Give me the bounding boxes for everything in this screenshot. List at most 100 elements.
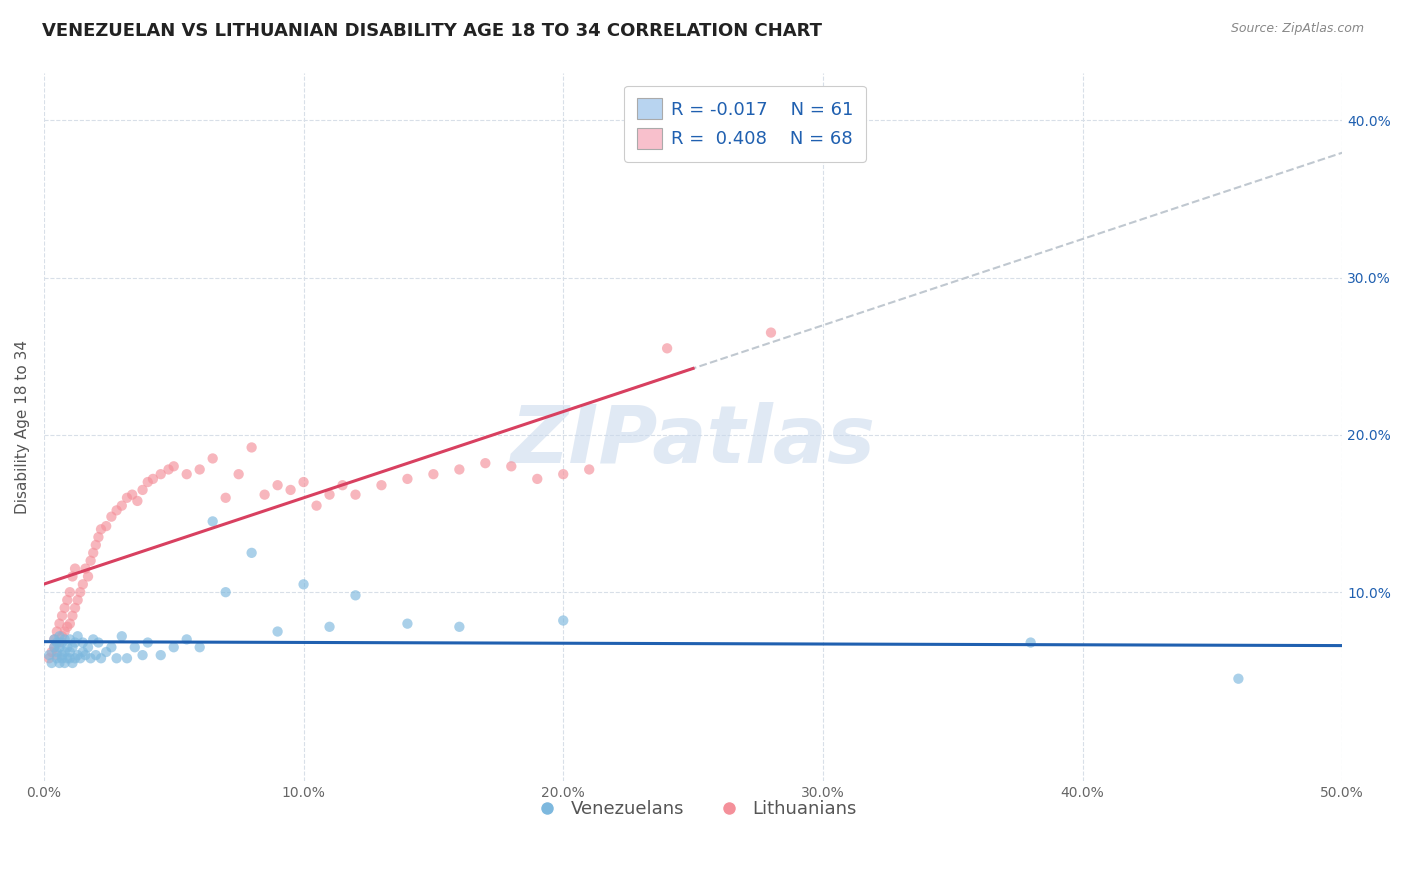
Point — [240, 546, 263, 560]
Point — [63, 561, 86, 575]
Point — [48, 629, 70, 643]
Point — [131, 483, 153, 497]
Point — [41, 645, 63, 659]
Point — [38, 648, 60, 662]
Point — [62, 569, 84, 583]
Point — [136, 635, 159, 649]
Point — [79, 651, 101, 665]
Text: Source: ZipAtlas.com: Source: ZipAtlas.com — [1230, 22, 1364, 36]
Point — [96, 519, 118, 533]
Point — [48, 616, 70, 631]
Point — [292, 475, 315, 489]
Point — [163, 640, 186, 655]
Point — [75, 648, 97, 662]
Point — [292, 577, 315, 591]
Point — [214, 585, 236, 599]
Point — [77, 569, 100, 583]
Point — [45, 648, 67, 662]
Point — [759, 326, 782, 340]
Point — [44, 640, 66, 655]
Point — [84, 648, 107, 662]
Point — [149, 467, 172, 482]
Text: ZIPatlas: ZIPatlas — [510, 402, 876, 480]
Point — [48, 635, 70, 649]
Point — [111, 629, 134, 643]
Point — [66, 648, 89, 662]
Point — [44, 632, 66, 647]
Point — [344, 488, 367, 502]
Point — [63, 651, 86, 665]
Point — [100, 509, 122, 524]
Point — [53, 656, 76, 670]
Point — [201, 451, 224, 466]
Point — [72, 645, 94, 659]
Point — [87, 635, 110, 649]
Y-axis label: Disability Age 18 to 34: Disability Age 18 to 34 — [15, 340, 30, 514]
Point — [77, 640, 100, 655]
Point — [136, 475, 159, 489]
Point — [53, 624, 76, 639]
Point — [176, 632, 198, 647]
Point — [53, 645, 76, 659]
Point — [115, 651, 138, 665]
Point — [59, 632, 82, 647]
Point — [131, 648, 153, 662]
Point — [318, 620, 340, 634]
Point — [66, 629, 89, 643]
Point — [280, 483, 302, 497]
Point — [240, 441, 263, 455]
Point — [69, 585, 91, 599]
Point — [149, 648, 172, 662]
Point — [56, 620, 79, 634]
Point — [553, 467, 575, 482]
Point — [266, 478, 288, 492]
Point — [45, 645, 67, 659]
Point — [51, 648, 73, 662]
Point — [305, 499, 328, 513]
Point — [105, 651, 128, 665]
Point — [87, 530, 110, 544]
Point — [142, 472, 165, 486]
Point — [176, 467, 198, 482]
Point — [344, 588, 367, 602]
Point — [59, 651, 82, 665]
Point — [201, 515, 224, 529]
Point — [449, 462, 471, 476]
Point — [59, 645, 82, 659]
Point — [56, 651, 79, 665]
Point — [127, 494, 149, 508]
Point — [115, 491, 138, 505]
Point — [79, 554, 101, 568]
Point — [96, 645, 118, 659]
Point — [163, 459, 186, 474]
Point — [53, 632, 76, 647]
Point — [422, 467, 444, 482]
Point — [75, 561, 97, 575]
Point — [63, 601, 86, 615]
Point — [41, 656, 63, 670]
Point — [90, 651, 112, 665]
Point — [396, 616, 419, 631]
Point — [48, 656, 70, 670]
Point — [45, 651, 67, 665]
Point — [51, 608, 73, 623]
Point — [62, 656, 84, 670]
Point — [157, 462, 180, 476]
Point — [266, 624, 288, 639]
Point — [56, 640, 79, 655]
Point — [526, 472, 548, 486]
Point — [105, 503, 128, 517]
Point — [318, 488, 340, 502]
Point — [62, 608, 84, 623]
Point — [51, 651, 73, 665]
Point — [66, 593, 89, 607]
Point — [655, 341, 678, 355]
Point — [188, 462, 211, 476]
Point — [62, 640, 84, 655]
Point — [51, 635, 73, 649]
Point — [90, 522, 112, 536]
Point — [253, 488, 276, 502]
Point — [45, 624, 67, 639]
Point — [124, 640, 146, 655]
Point — [1227, 672, 1250, 686]
